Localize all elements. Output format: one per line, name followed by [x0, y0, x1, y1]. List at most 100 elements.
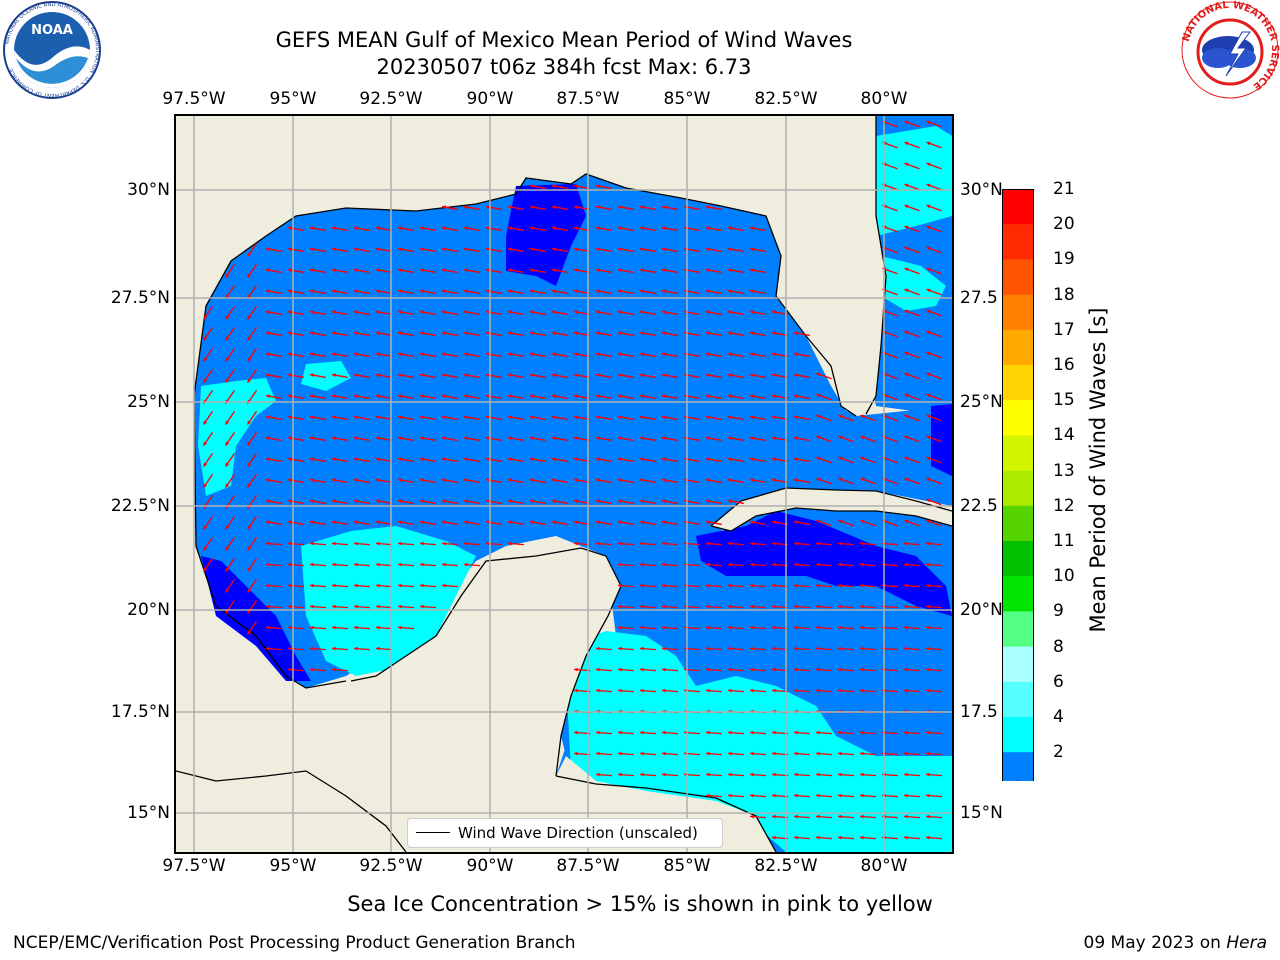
wave-direction-arrowhead: [926, 267, 931, 272]
wave-direction-arrowhead: [772, 562, 776, 567]
wave-direction-arrowhead: [640, 478, 644, 483]
wave-direction-arrowhead: [376, 499, 380, 504]
wave-direction-arrowhead: [926, 351, 931, 356]
wave-direction-arrowhead: [904, 246, 909, 251]
wave-direction-arrowhead: [354, 226, 358, 231]
wave-direction-arrowhead: [247, 315, 252, 320]
wave-direction-arrowhead: [904, 751, 908, 756]
wave-direction-arrowhead: [266, 247, 270, 252]
wave-direction-arrowhead: [225, 273, 230, 278]
wave-direction-arrowhead: [838, 835, 842, 840]
wave-direction-arrowhead: [376, 604, 380, 609]
wave-direction-arrowhead: [486, 268, 490, 273]
wave-direction-arrowhead: [772, 352, 776, 357]
wave-direction-arrowhead: [574, 310, 578, 315]
wave-direction-arrowhead: [288, 331, 292, 336]
wave-direction-arrowhead: [247, 441, 252, 446]
wave-direction-arrowhead: [354, 478, 358, 483]
chart-title: GEFS MEAN Gulf of Mexico Mean Period of …: [275, 28, 853, 52]
wave-direction-arrowhead: [926, 183, 931, 188]
wave-direction-arrowhead: [442, 520, 446, 525]
legend-line-swatch: [416, 832, 450, 833]
wave-direction-arrowhead: [904, 330, 909, 335]
wave-direction-arrowhead: [728, 373, 732, 378]
wave-direction-arrowhead: [247, 336, 252, 341]
wave-direction-arrowhead: [310, 625, 314, 630]
wave-direction-arrowhead: [904, 477, 909, 482]
wave-direction-arrowhead: [926, 751, 930, 756]
wave-direction-arrowhead: [640, 772, 644, 777]
wave-direction-arrowhead: [706, 625, 710, 630]
wave-direction-arrowhead: [508, 457, 512, 462]
wave-direction-arrowhead: [332, 415, 336, 420]
wave-direction-arrowhead: [464, 394, 468, 399]
wave-direction-arrowhead: [530, 331, 534, 336]
wave-direction-arrowhead: [266, 541, 270, 546]
wave-direction-arrowhead: [552, 373, 556, 378]
wave-direction-arrowhead: [618, 751, 622, 756]
wave-direction-arrowhead: [904, 456, 909, 461]
wave-direction-arrowhead: [596, 268, 600, 273]
wave-direction-arrowhead: [464, 289, 468, 294]
wave-direction-arrowhead: [376, 352, 380, 357]
wave-direction-arrowhead: [398, 289, 402, 294]
wave-direction-arrowhead: [662, 730, 666, 735]
wave-direction-arrowhead: [706, 646, 710, 651]
wave-direction-arrowhead: [574, 751, 578, 756]
wave-direction-arrowhead: [750, 751, 754, 756]
wave-direction-arrowhead: [816, 393, 821, 398]
wave-direction-arrowhead: [376, 415, 380, 420]
wave-direction-arrowhead: [398, 310, 402, 315]
wave-direction-arrowhead: [354, 625, 358, 630]
wave-direction-arrowhead: [728, 226, 732, 231]
wave-direction-arrowhead: [926, 246, 931, 251]
wave-direction-arrowhead: [728, 793, 732, 798]
wave-direction-arrowhead: [706, 226, 710, 231]
wave-direction-arrowhead: [310, 457, 314, 462]
wave-direction-arrowhead: [310, 247, 314, 252]
wave-direction-arrowhead: [508, 352, 512, 357]
wave-direction-arrowhead: [530, 436, 534, 441]
wave-direction-arrowhead: [728, 394, 732, 399]
wave-direction-arrowhead: [816, 541, 820, 546]
wave-direction-arrowhead: [398, 331, 402, 336]
wave-direction-arrowhead: [816, 372, 821, 377]
lon-tick-bottom: 87.5°W: [556, 856, 620, 876]
wave-direction-arrowhead: [266, 646, 270, 651]
wave-direction-arrowhead: [442, 373, 446, 378]
wave-direction-arrowhead: [596, 667, 600, 672]
wave-direction-arrowhead: [552, 310, 556, 315]
wave-direction-arrowhead: [420, 373, 424, 378]
wave-direction-arrowhead: [706, 499, 710, 504]
wave-direction-arrowhead: [816, 625, 820, 630]
colorbar-label: 11: [1053, 531, 1075, 551]
wave-direction-arrowhead: [354, 499, 358, 504]
wave-direction-arrowhead: [772, 478, 776, 483]
lat-tick-left: 20°N: [127, 600, 170, 620]
wave-direction-arrowhead: [926, 372, 931, 377]
wave-direction-arrowhead: [376, 331, 380, 336]
wave-direction-arrowhead: [618, 541, 622, 546]
wave-direction-arrowhead: [904, 688, 908, 693]
wave-direction-arrowhead: [354, 646, 358, 651]
wave-direction-arrowhead: [816, 456, 821, 461]
wave-direction-arrowhead: [310, 394, 314, 399]
wave-direction-arrowhead: [420, 562, 424, 567]
wave-direction-arrowhead: [376, 289, 380, 294]
wave-direction-arrowhead: [288, 625, 292, 630]
wave-direction-arrowhead: [442, 457, 446, 462]
wave-direction-arrowhead: [552, 415, 556, 420]
wave-direction-arrowhead: [420, 478, 424, 483]
wave-direction-arrowhead: [618, 562, 622, 567]
wave-direction-arrowhead: [662, 520, 666, 525]
wave-direction-arrowhead: [838, 814, 842, 819]
wave-direction-arrowhead: [354, 331, 358, 336]
wave-direction-arrowhead: [750, 373, 754, 378]
wave-direction-arrowhead: [288, 289, 292, 294]
wave-direction-arrowhead: [442, 394, 446, 399]
chart-subtitle: 20230507 t06z 384h fcst Max: 6.73: [376, 55, 752, 79]
wave-direction-arrowhead: [926, 730, 930, 735]
wave-direction-arrowhead: [926, 625, 930, 630]
wave-direction-arrowhead: [750, 226, 754, 231]
wave-direction-arrowhead: [552, 268, 556, 273]
